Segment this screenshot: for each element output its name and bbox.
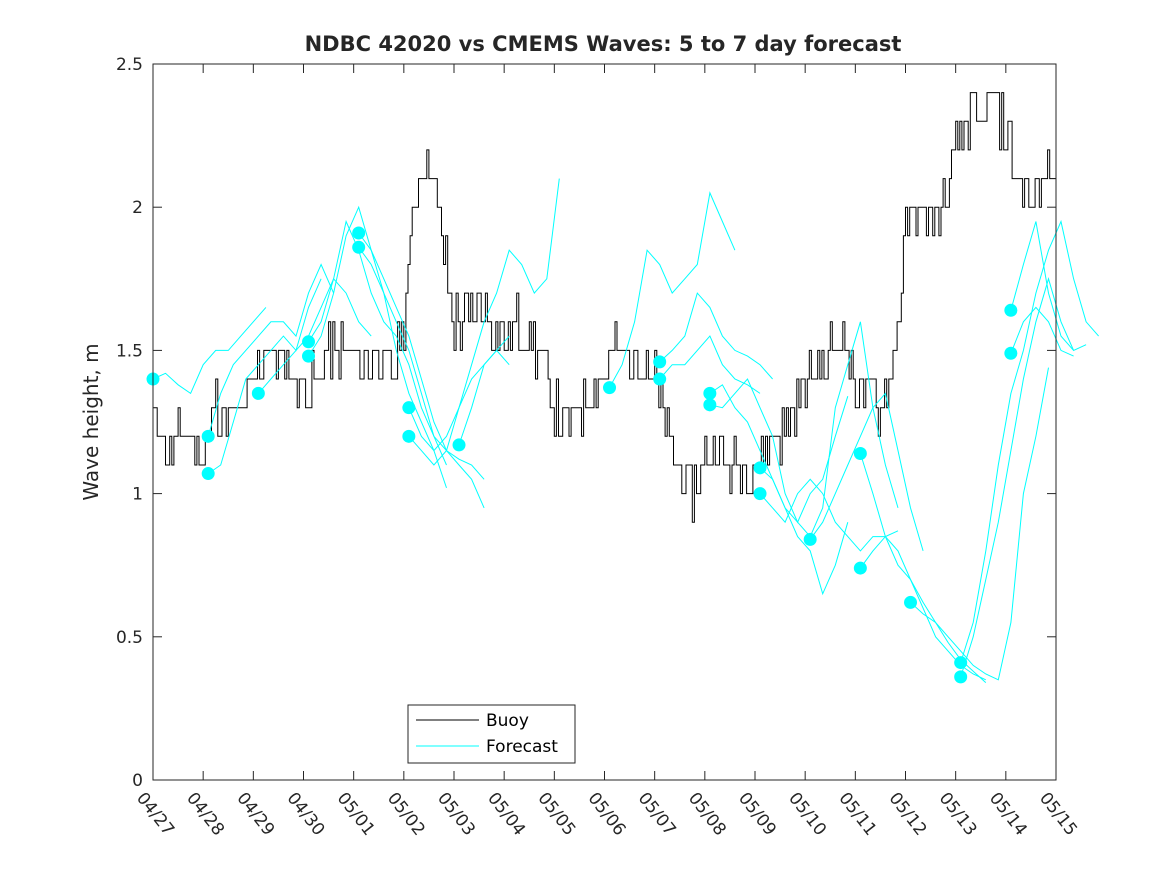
forecast-start-marker <box>302 335 316 349</box>
y-tick-label: 1 <box>132 485 143 505</box>
forecast-line <box>960 219 1099 663</box>
x-tick-label: 04/27 <box>132 789 178 840</box>
forecast-line <box>207 278 322 475</box>
x-tick-label: 05/01 <box>333 789 379 840</box>
forecast-start-marker <box>352 240 366 254</box>
forecast-line <box>709 378 849 524</box>
forecast-line <box>1010 221 1074 351</box>
forecast-start-marker <box>352 226 366 240</box>
y-axis: 0 0.5 1 1.5 2 2.5 <box>116 55 1056 791</box>
plot-background <box>153 64 1056 780</box>
forecast-start-marker <box>402 401 416 415</box>
x-tick-label: 04/29 <box>232 789 278 840</box>
forecast-line <box>458 335 510 446</box>
forecast-start-marker <box>653 355 667 369</box>
forecast-line <box>960 277 1087 678</box>
legend: Buoy Forecast <box>407 704 576 764</box>
x-tick-label: 05/10 <box>784 789 830 840</box>
forecast-line <box>358 247 485 480</box>
forecast-start-marker <box>201 467 215 481</box>
x-tick-label: 05/02 <box>383 789 429 840</box>
forecast-start-marker <box>954 670 968 684</box>
forecast-start-marker <box>753 487 767 501</box>
y-tick-label: 0 <box>132 771 143 791</box>
forecast-start-marker <box>1004 346 1018 360</box>
forecast-start-marker <box>653 372 667 386</box>
forecast-start-marker <box>904 595 918 609</box>
y-axis-label: Wave height, m <box>79 343 103 500</box>
forecast-start-marker <box>251 386 265 400</box>
forecast-line <box>308 219 447 466</box>
forecast-start-marker <box>853 561 867 575</box>
forecast-start-marker <box>603 381 617 395</box>
x-tick-label: 05/03 <box>433 789 479 840</box>
legend-buoy-label: Buoy <box>486 711 529 731</box>
forecast-line <box>308 205 447 489</box>
forecast-series <box>146 178 1099 684</box>
forecast-line <box>258 277 372 394</box>
plot-area <box>146 63 1099 781</box>
forecast-line <box>809 392 924 552</box>
x-tick-label: 05/14 <box>985 789 1031 840</box>
forecast-start-marker <box>853 447 867 461</box>
buoy-line <box>153 92 1057 523</box>
forecast-start-marker <box>1004 303 1018 317</box>
legend-box <box>407 704 576 764</box>
forecast-start-marker <box>753 461 767 475</box>
forecast-start-marker <box>452 438 466 452</box>
x-tick-label: 05/08 <box>684 789 730 840</box>
forecast-line <box>759 321 899 538</box>
x-tick-label: 05/09 <box>734 789 780 840</box>
forecast-line <box>1010 306 1074 357</box>
y-tick-label: 0.5 <box>116 628 143 648</box>
forecast-line <box>408 178 560 452</box>
chart-title: NDBC 42020 vs CMEMS Waves: 5 to 7 day fo… <box>305 32 902 56</box>
forecast-start-marker <box>201 429 215 443</box>
forecast-start-marker <box>803 532 817 546</box>
forecast-start-marker <box>954 656 968 670</box>
forecast-line <box>609 191 736 388</box>
forecast-line <box>659 335 761 394</box>
x-tick-label: 05/12 <box>885 789 931 840</box>
x-tick-label: 05/13 <box>935 789 981 840</box>
buoy-series <box>153 92 1057 523</box>
y-tick-label: 2.5 <box>116 55 143 75</box>
y-tick-label: 2 <box>132 198 143 218</box>
forecast-line <box>859 535 987 681</box>
forecast-line <box>910 367 1049 681</box>
x-tick-label: 05/05 <box>533 789 579 840</box>
forecast-start-marker <box>703 398 717 412</box>
x-tick-label: 05/15 <box>1035 789 1081 840</box>
legend-forecast-label: Forecast <box>486 737 558 757</box>
forecast-start-marker <box>703 386 717 400</box>
x-tick-label: 04/28 <box>182 789 228 840</box>
forecast-line <box>358 232 485 509</box>
x-tick-label: 05/11 <box>834 789 880 840</box>
x-tick-label: 05/06 <box>584 789 630 840</box>
forecast-start-marker <box>302 349 316 363</box>
forecast-line <box>207 263 335 437</box>
x-tick-label: 05/04 <box>483 789 529 840</box>
x-tick-label: 05/07 <box>634 789 680 840</box>
x-tick-label: 04/30 <box>283 789 329 840</box>
y-tick-label: 1.5 <box>116 341 143 361</box>
forecast-line <box>152 307 267 395</box>
forecast-line <box>659 292 773 380</box>
forecast-start-marker <box>402 429 416 443</box>
